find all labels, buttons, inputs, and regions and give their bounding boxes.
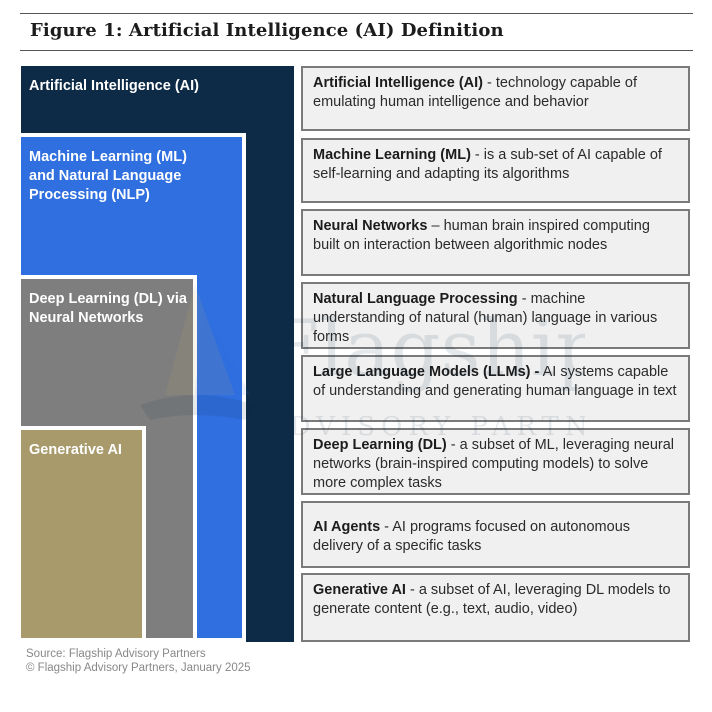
definition-ai-agents: AI Agents - AI programs focused on auton… bbox=[301, 501, 690, 568]
definition-term: Natural Language Processing bbox=[313, 291, 518, 307]
definition-term: Neural Networks bbox=[313, 218, 428, 234]
definition-term: Deep Learning (DL) bbox=[313, 437, 447, 453]
definition-ai: Artificial Intelligence (AI) - technolog… bbox=[301, 66, 690, 131]
definition-term: AI Agents bbox=[313, 519, 381, 535]
title-underline bbox=[20, 50, 693, 51]
layer-ai-label: Artificial Intelligence (AI) bbox=[29, 78, 199, 94]
layer-generative-ai: Generative AI bbox=[21, 426, 146, 642]
definition-text: is a sub-set of AI capable of self-learn… bbox=[313, 147, 662, 182]
definition-term: Artificial Intelligence (AI) bbox=[313, 75, 483, 91]
definition-neural-networks: Neural Networks – human brain inspired c… bbox=[301, 209, 690, 276]
top-rule bbox=[20, 13, 693, 14]
definition-generative-ai: Generative AI - a subset of AI, leveragi… bbox=[301, 573, 690, 642]
definition-term: Generative AI bbox=[313, 582, 406, 598]
definition-text: technology capable of emulating human in… bbox=[313, 75, 637, 110]
definition-text: human brain inspired computing built on … bbox=[313, 218, 650, 253]
definition-text: a subset of ML, leveraging neural networ… bbox=[313, 437, 675, 491]
figure-title: Figure 1: Artificial Intelligence (AI) D… bbox=[30, 20, 504, 41]
definition-text: AI programs focused on autonomous delive… bbox=[313, 519, 631, 554]
copyright-note: © Flagship Advisory Partners, January 20… bbox=[26, 662, 251, 674]
definition-term: Large Language Models (LLMs) - bbox=[313, 364, 540, 380]
definition-dl: Deep Learning (DL) - a subset of ML, lev… bbox=[301, 428, 690, 495]
definition-nlp: Natural Language Processing - machine un… bbox=[301, 282, 690, 349]
definition-llms: Large Language Models (LLMs) - AI system… bbox=[301, 355, 690, 422]
definition-text: machine understanding of natural (human)… bbox=[313, 291, 658, 345]
source-note: Source: Flagship Advisory Partners bbox=[26, 648, 206, 660]
definition-term: Machine Learning (ML) bbox=[313, 147, 471, 163]
definition-text: AI systems capable of understanding and … bbox=[313, 364, 677, 399]
definition-ml: Machine Learning (ML) - is a sub-set of … bbox=[301, 138, 690, 203]
definition-text: a subset of AI, leveraging DL models to … bbox=[313, 582, 671, 617]
layer-dl-label: Deep Learning (DL) via Neural Networks bbox=[29, 291, 187, 326]
layer-ml-nlp-label: Machine Learning (ML) and Natural Langua… bbox=[29, 149, 187, 203]
layer-genai-label: Generative AI bbox=[29, 442, 122, 458]
